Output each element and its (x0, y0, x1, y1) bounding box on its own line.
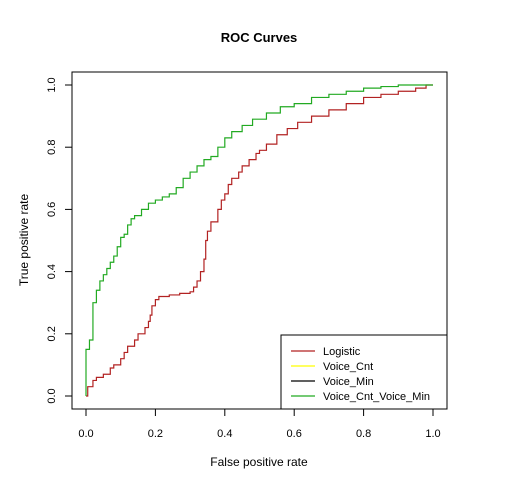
legend-label: Voice_Cnt (323, 361, 373, 373)
y-axis: 0.0 0.2 0.4 0.6 0.8 1.0 (46, 77, 73, 404)
x-tick-label: 0.6 (287, 428, 302, 440)
y-axis-label: True positive rate (17, 194, 31, 287)
legend-box (280, 334, 448, 410)
series-layer (85, 84, 433, 397)
legend-label: Voice_Cnt_Voice_Min (323, 391, 430, 403)
x-tick-label: 0.2 (148, 428, 163, 440)
y-tick-label: 0.6 (46, 202, 58, 217)
legend-label: Voice_Min (323, 376, 374, 388)
y-tick-label: 1.0 (46, 77, 58, 92)
y-tick-label: 0.4 (46, 264, 58, 279)
legend: Logistic Voice_Cnt Voice_Min Voice_Cnt_Voic… (280, 334, 448, 410)
x-tick-label: 0.0 (78, 428, 93, 440)
x-tick-label: 1.0 (425, 428, 440, 440)
x-axis-label: False positive rate (210, 455, 308, 469)
x-tick-label: 0.8 (356, 428, 371, 440)
y-tick-label: 0.2 (46, 326, 58, 341)
legend-label: Logistic (323, 346, 361, 358)
y-tick-label: 0.0 (46, 388, 58, 403)
x-tick-label: 0.4 (217, 428, 232, 440)
y-tick-label: 0.8 (46, 140, 58, 155)
chart-title: ROC Curves (221, 30, 298, 45)
series-line-logistic (86, 84, 433, 397)
series-line-voice-cnt-voice-min (85, 84, 433, 396)
x-axis: 0.0 0.2 0.4 0.6 0.8 1.0 (78, 408, 441, 440)
